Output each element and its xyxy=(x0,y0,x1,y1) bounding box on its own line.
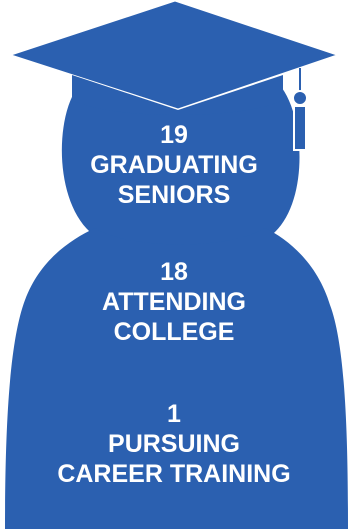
stat-attending-college: 18 ATTENDING COLLEGE xyxy=(0,257,348,347)
cap-band xyxy=(72,75,283,115)
stat-number: 19 xyxy=(160,121,188,149)
stat-pursuing-career-training: 1 PURSUING CAREER TRAINING xyxy=(0,399,348,489)
stat-number: 1 xyxy=(167,400,181,428)
tassel-knot xyxy=(292,90,308,106)
stat-label-line1: GRADUATING xyxy=(90,151,258,179)
graduation-cap-icon xyxy=(6,0,342,112)
stat-label-line2: COLLEGE xyxy=(113,318,235,346)
stat-graduating-seniors: 19 GRADUATING SENIORS xyxy=(0,120,348,210)
stat-number: 18 xyxy=(160,258,188,286)
stat-label-line2: CAREER TRAINING xyxy=(57,460,291,488)
stat-label-line1: PURSUING xyxy=(108,430,240,458)
stat-label-line1: ATTENDING xyxy=(102,288,246,316)
body-shape xyxy=(5,228,348,529)
head-shape xyxy=(61,88,300,255)
stat-label-line2: SENIORS xyxy=(117,181,231,209)
tassel-icon xyxy=(293,105,307,151)
